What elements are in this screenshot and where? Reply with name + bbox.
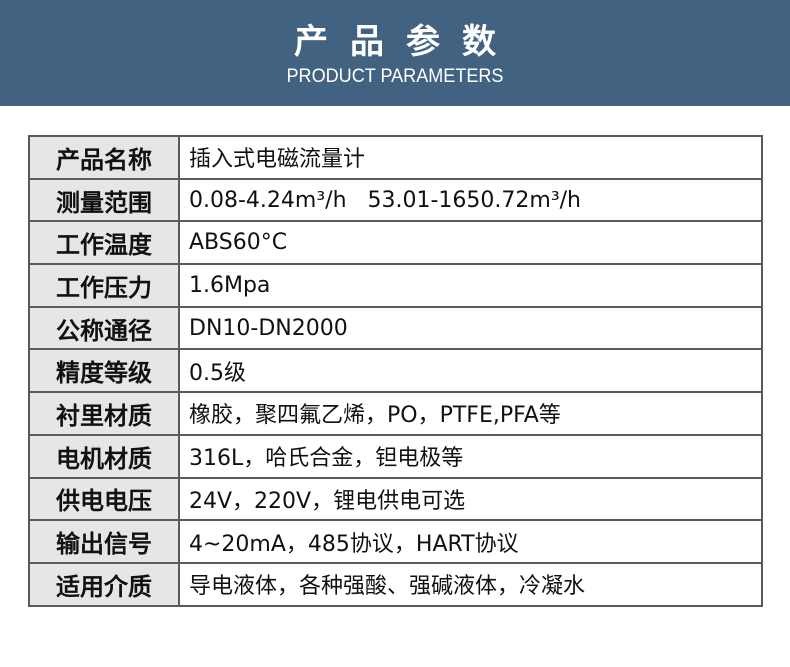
param-label: 测量范围: [28, 177, 180, 223]
param-label: 公称通径: [28, 305, 180, 351]
param-value: 插入式电磁流量计: [178, 135, 763, 180]
param-label: 工作压力: [28, 263, 180, 308]
page-subtitle: PRODUCT PARAMETERS: [286, 66, 504, 87]
param-value: 0.5级: [178, 348, 763, 394]
table-row: 适用介质 导电液体，各种强酸、强碱液体，冷凝水: [28, 561, 763, 607]
table-row: 精度等级 0.5级: [28, 348, 763, 394]
table-row: 产品名称 插入式电磁流量计: [28, 135, 763, 180]
param-label: 精度等级: [28, 348, 180, 394]
param-label: 衬里材质: [28, 391, 180, 436]
param-label: 输出信号: [28, 519, 180, 564]
param-value: ABS60°C: [178, 220, 763, 266]
table-row: 公称通径 DN10-DN2000: [28, 305, 763, 351]
param-value: 0.08-4.24m³/h 53.01-1650.72m³/h: [178, 177, 763, 223]
table-row: 测量范围 0.08-4.24m³/h 53.01-1650.72m³/h: [28, 177, 763, 223]
param-label: 工作温度: [28, 220, 180, 266]
table-row: 工作压力 1.6Mpa: [28, 263, 763, 308]
param-value: 24V，220V，锂电供电可选: [178, 476, 763, 522]
param-label: 供电电压: [28, 476, 180, 522]
parameters-table: 产品名称 插入式电磁流量计 测量范围 0.08-4.24m³/h 53.01-1650…: [28, 135, 763, 607]
param-label: 适用介质: [28, 561, 180, 607]
param-value: 1.6Mpa: [178, 263, 763, 308]
param-label: 产品名称: [28, 135, 180, 180]
param-value: DN10-DN2000: [178, 305, 763, 351]
table-row: 供电电压 24V，220V，锂电供电可选: [28, 476, 763, 522]
table-row: 电机材质 316L，哈氏合金，钽电极等: [28, 433, 763, 479]
param-label: 电机材质: [28, 433, 180, 479]
param-value: 316L，哈氏合金，钽电极等: [178, 433, 763, 479]
table-row: 衬里材质 橡胶，聚四氟乙烯，PO，PTFE,PFA等: [28, 391, 763, 436]
param-value: 4~20mA，485协议，HART协议: [178, 519, 763, 564]
header-banner: 产品参数 PRODUCT PARAMETERS: [0, 0, 790, 106]
table-row: 工作温度 ABS60°C: [28, 220, 763, 266]
param-value: 导电液体，各种强酸、强碱液体，冷凝水: [178, 561, 763, 607]
param-value: 橡胶，聚四氟乙烯，PO，PTFE,PFA等: [178, 391, 763, 436]
table-row: 输出信号 4~20mA，485协议，HART协议: [28, 519, 763, 564]
page-title: 产品参数: [294, 22, 518, 62]
